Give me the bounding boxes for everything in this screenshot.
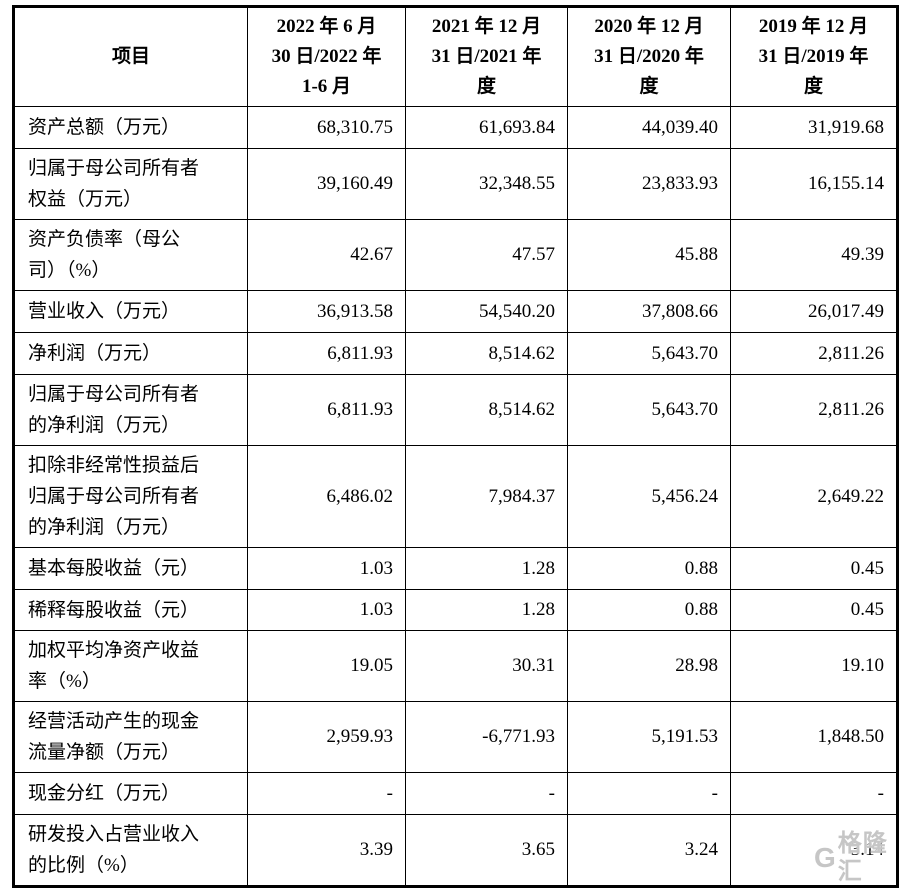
row-label: 资产负债率（母公司）（%）	[13, 219, 248, 291]
cell-value: 16,155.14	[730, 148, 898, 220]
row-label: 研发投入占营业收入的比例（%）	[13, 814, 248, 887]
row-label: 基本每股收益（元）	[13, 547, 248, 590]
cell-value: 0.88	[567, 547, 731, 590]
row-label: 归属于母公司所有者的净利润（万元）	[13, 374, 248, 446]
table-row: 归属于母公司所有者权益（万元） 39,160.49 32,348.55 23,8…	[13, 148, 898, 220]
cell-value: 45.88	[567, 219, 731, 291]
cell-value: 3.14	[730, 814, 898, 887]
table-row: 扣除非经常性损益后归属于母公司所有者的净利润（万元） 6,486.02 7,98…	[13, 445, 898, 548]
cell-value: -	[405, 772, 568, 815]
cell-value: 36,913.58	[247, 290, 406, 333]
cell-value: 1.03	[247, 589, 406, 631]
row-label: 现金分红（万元）	[13, 772, 248, 815]
cell-value: 7,984.37	[405, 445, 568, 548]
row-label: 归属于母公司所有者权益（万元）	[13, 148, 248, 220]
cell-value: 37,808.66	[567, 290, 731, 333]
cell-value: 47.57	[405, 219, 568, 291]
cell-value: 1.28	[405, 547, 568, 590]
cell-value: 0.45	[730, 589, 898, 631]
table-row: 经营活动产生的现金流量净额（万元） 2,959.93 -6,771.93 5,1…	[13, 701, 898, 773]
cell-value: -	[567, 772, 731, 815]
table-row: 基本每股收益（元） 1.03 1.28 0.88 0.45	[13, 547, 898, 590]
cell-value: 8,514.62	[405, 332, 568, 375]
cell-value: 0.45	[730, 547, 898, 590]
row-label: 稀释每股收益（元）	[13, 589, 248, 631]
cell-value: -	[247, 772, 406, 815]
table-row: 资产负债率（母公司）（%） 42.67 47.57 45.88 49.39	[13, 219, 898, 291]
cell-value: 2,959.93	[247, 701, 406, 773]
cell-value: 0.88	[567, 589, 731, 631]
cell-value: 3.39	[247, 814, 406, 887]
cell-value: 2,811.26	[730, 332, 898, 375]
cell-value: 5,643.70	[567, 374, 731, 446]
table-row: 营业收入（万元） 36,913.58 54,540.20 37,808.66 2…	[13, 290, 898, 333]
row-label: 扣除非经常性损益后归属于母公司所有者的净利润（万元）	[13, 445, 248, 548]
header-period-2019: 2019 年 12 月 31 日/2019 年 度	[730, 6, 898, 107]
table-row: 研发投入占营业收入的比例（%） 3.39 3.65 3.24 3.14	[13, 814, 898, 887]
cell-value: 28.98	[567, 630, 731, 702]
cell-value: -6,771.93	[405, 701, 568, 773]
row-label: 营业收入（万元）	[13, 290, 248, 333]
row-label: 净利润（万元）	[13, 332, 248, 375]
table-row: 净利润（万元） 6,811.93 8,514.62 5,643.70 2,811…	[13, 332, 898, 375]
cell-value: 1,848.50	[730, 701, 898, 773]
cell-value: 42.67	[247, 219, 406, 291]
header-item-column: 项目	[13, 6, 248, 107]
cell-value: 6,811.93	[247, 374, 406, 446]
cell-value: 5,643.70	[567, 332, 731, 375]
cell-value: 68,310.75	[247, 106, 406, 149]
header-period-2020: 2020 年 12 月 31 日/2020 年 度	[567, 6, 731, 107]
financial-summary-table-wrapper: 项目 2022 年 6 月 30 日/2022 年 1-6 月 2021 年 1…	[12, 5, 899, 888]
cell-value: 3.24	[567, 814, 731, 887]
cell-value: 19.05	[247, 630, 406, 702]
cell-value: 2,649.22	[730, 445, 898, 548]
cell-value: 44,039.40	[567, 106, 731, 149]
cell-value: 31,919.68	[730, 106, 898, 149]
cell-value: 8,514.62	[405, 374, 568, 446]
header-period-2022: 2022 年 6 月 30 日/2022 年 1-6 月	[247, 6, 406, 107]
cell-value: 39,160.49	[247, 148, 406, 220]
row-label: 加权平均净资产收益率（%）	[13, 630, 248, 702]
cell-value: 30.31	[405, 630, 568, 702]
cell-value: 1.03	[247, 547, 406, 590]
table-header-row: 项目 2022 年 6 月 30 日/2022 年 1-6 月 2021 年 1…	[13, 6, 898, 107]
cell-value: 5,191.53	[567, 701, 731, 773]
table-row: 加权平均净资产收益率（%） 19.05 30.31 28.98 19.10	[13, 630, 898, 702]
cell-value: 26,017.49	[730, 290, 898, 333]
cell-value: 23,833.93	[567, 148, 731, 220]
cell-value: -	[730, 772, 898, 815]
cell-value: 32,348.55	[405, 148, 568, 220]
cell-value: 19.10	[730, 630, 898, 702]
cell-value: 3.65	[405, 814, 568, 887]
header-period-2021: 2021 年 12 月 31 日/2021 年 度	[405, 6, 568, 107]
table-row: 资产总额（万元） 68,310.75 61,693.84 44,039.40 3…	[13, 106, 898, 149]
cell-value: 61,693.84	[405, 106, 568, 149]
cell-value: 2,811.26	[730, 374, 898, 446]
financial-summary-table: 项目 2022 年 6 月 30 日/2022 年 1-6 月 2021 年 1…	[12, 5, 899, 888]
table-row: 稀释每股收益（元） 1.03 1.28 0.88 0.45	[13, 589, 898, 631]
cell-value: 49.39	[730, 219, 898, 291]
cell-value: 54,540.20	[405, 290, 568, 333]
cell-value: 6,811.93	[247, 332, 406, 375]
table-row: 现金分红（万元） - - - -	[13, 772, 898, 815]
cell-value: 6,486.02	[247, 445, 406, 548]
row-label: 经营活动产生的现金流量净额（万元）	[13, 701, 248, 773]
cell-value: 1.28	[405, 589, 568, 631]
row-label: 资产总额（万元）	[13, 106, 248, 149]
table-row: 归属于母公司所有者的净利润（万元） 6,811.93 8,514.62 5,64…	[13, 374, 898, 446]
cell-value: 5,456.24	[567, 445, 731, 548]
